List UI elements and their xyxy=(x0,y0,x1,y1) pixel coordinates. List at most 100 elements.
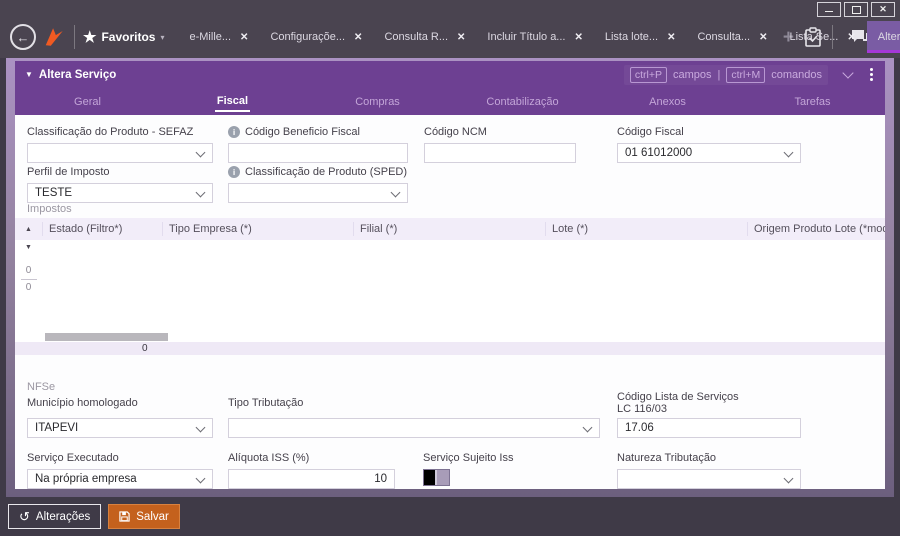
tab-close-icon[interactable]: ✕ xyxy=(574,31,583,43)
perfil-imposto-select[interactable]: TESTE xyxy=(27,183,213,203)
collapse-caret-icon[interactable]: ▼ xyxy=(25,70,33,79)
chevron-down-icon xyxy=(195,422,206,433)
divider xyxy=(20,279,37,280)
back-arrow-icon: ← xyxy=(16,29,30,45)
classificacao-sefaz-select[interactable] xyxy=(27,143,213,163)
grid-body: ▼ 0 0 xyxy=(15,240,885,342)
favorites-label: Favoritos xyxy=(101,30,156,44)
info-icon[interactable]: i xyxy=(228,125,240,138)
chevron-down-icon xyxy=(783,147,794,158)
codigo-beneficio-input[interactable] xyxy=(228,143,408,163)
field-label-line1: Código Lista de Serviços xyxy=(617,391,739,403)
impostos-section-label: Impostos xyxy=(27,203,72,215)
field-label: Código Fiscal xyxy=(617,125,684,138)
horizontal-scrollbar-thumb[interactable] xyxy=(45,333,168,341)
tab-incluir-titulo[interactable]: Incluir Título a... ✕ xyxy=(487,31,583,43)
aliquota-iss-input[interactable]: 10 xyxy=(228,469,395,489)
tab-lista-se[interactable]: Lista Se... ✕ xyxy=(789,31,856,43)
codigo-fiscal-select[interactable]: 01 61012000 xyxy=(617,143,801,163)
close-button[interactable]: ✕ xyxy=(871,2,895,17)
tab-tarefas[interactable]: Tarefas xyxy=(794,95,831,108)
tab-close-icon[interactable]: ✕ xyxy=(847,31,856,43)
tab-configuracoes[interactable]: Configuraçõe... ✕ xyxy=(270,31,363,43)
chevron-down-icon xyxy=(195,187,206,198)
chevron-down-icon[interactable] xyxy=(842,66,854,79)
form-tabs: Geral Fiscal Compras Contabilização Anex… xyxy=(15,88,885,115)
natureza-tributacao-select[interactable] xyxy=(617,469,801,489)
tab-close-icon[interactable]: ✕ xyxy=(457,31,466,43)
panel-menu-button[interactable] xyxy=(868,66,875,83)
municipio-homologado-select[interactable]: ITAPEVI xyxy=(27,418,213,438)
window-titlebar: ✕ xyxy=(0,0,900,17)
form-body: Classificação do Produto - SEFAZ i Código… xyxy=(15,115,885,489)
field-label: Código Beneficio Fiscal xyxy=(245,125,360,138)
tab-consulta-r[interactable]: Consulta R... ✕ xyxy=(384,31,466,43)
page-title: Altera Serviço xyxy=(38,68,117,81)
back-button[interactable]: ← xyxy=(10,24,36,50)
tab-anexos[interactable]: Anexos xyxy=(649,95,686,108)
tab-consulta[interactable]: Consulta... ✕ xyxy=(697,31,768,43)
shortcut-hints: ctrl+P campos | ctrl+M comandos xyxy=(623,64,828,85)
tab-close-icon[interactable]: ✕ xyxy=(354,31,363,43)
tasks-clipboard-icon[interactable] xyxy=(804,27,822,47)
grid-header-row: ▲ Estado (Filtro*) Tipo Empresa (*) Fili… xyxy=(15,218,885,240)
tab-compras[interactable]: Compras xyxy=(355,95,400,108)
minimize-button[interactable] xyxy=(817,2,841,17)
maximize-icon xyxy=(851,5,861,14)
tab-lista-lote[interactable]: Lista lote... ✕ xyxy=(604,31,676,43)
servico-executado-select[interactable]: Na própria empresa xyxy=(27,469,213,489)
tab-e-millennium[interactable]: e-Mille... ✕ xyxy=(189,31,249,43)
minimize-icon xyxy=(825,11,833,12)
field-label: Serviço Sujeito Iss xyxy=(423,451,514,464)
salvar-button[interactable]: Salvar xyxy=(108,504,180,529)
field-label: Classificação do Produto - SEFAZ xyxy=(27,125,194,138)
chevron-down-icon xyxy=(783,473,794,484)
codigo-lista-servicos-input[interactable]: 17.06 xyxy=(617,418,801,438)
content-frame: ▼ Altera Serviço ctrl+P campos | ctrl+M … xyxy=(6,58,894,497)
nfse-section-label: NFSe xyxy=(27,381,56,393)
column-header-origem[interactable]: Origem Produto Lote (*modif) xyxy=(747,222,885,236)
field-label: Tipo Tributação xyxy=(228,396,304,409)
sort-up-icon[interactable]: ▲ xyxy=(25,225,32,233)
field-label: Perfil de Imposto xyxy=(27,165,110,178)
shortcut-label-comandos[interactable]: comandos xyxy=(771,68,822,81)
tab-geral[interactable]: Geral xyxy=(74,95,101,108)
divider xyxy=(832,25,833,49)
tab-close-icon[interactable]: ✕ xyxy=(759,31,768,43)
open-tabs: e-Mille... ✕ Configuraçõe... ✕ Consulta R.… xyxy=(178,21,900,53)
maximize-button[interactable] xyxy=(844,2,868,17)
alteracoes-button[interactable]: ↺ Alterações xyxy=(8,504,102,529)
tab-fiscal-active[interactable]: Fiscal xyxy=(160,88,305,115)
tab-altera-servico-active[interactable]: Altera S...✕ xyxy=(866,21,900,53)
keycap-ctrl-m: ctrl+M xyxy=(726,66,766,83)
save-floppy-icon xyxy=(119,511,130,522)
column-header-tipo-empresa[interactable]: Tipo Empresa (*) xyxy=(162,222,353,236)
chevron-down-icon xyxy=(195,473,206,484)
sort-down-icon[interactable]: ▼ xyxy=(25,244,32,251)
field-label: Código NCM xyxy=(424,125,487,138)
new-tab-button[interactable]: + xyxy=(782,26,794,48)
servico-sujeito-iss-toggle[interactable] xyxy=(423,469,450,486)
column-header-filial[interactable]: Filial (*) xyxy=(353,222,545,236)
tipo-tributacao-select[interactable] xyxy=(228,418,600,438)
favorites-menu[interactable]: ★ Favoritos ▾ xyxy=(83,30,164,45)
field-label: Classificação de Produto (SPED) xyxy=(245,165,408,178)
chevron-down-icon xyxy=(582,422,593,433)
shortcut-label-campos[interactable]: campos xyxy=(672,68,712,81)
panel-header: ▼ Altera Serviço ctrl+P campos | ctrl+M … xyxy=(15,61,885,88)
toggle-knob xyxy=(424,470,437,485)
altera-servico-panel: ▼ Altera Serviço ctrl+P campos | ctrl+M … xyxy=(15,61,885,489)
tab-close-icon[interactable]: ✕ xyxy=(667,31,676,43)
grid-gutter: ▼ 0 0 xyxy=(15,240,42,293)
column-header-estado[interactable]: Estado (Filtro*) xyxy=(42,222,162,236)
app-tabstrip: ← ★ Favoritos ▾ e-Mille... ✕ Configuraçõe… xyxy=(0,16,900,58)
field-label: Natureza Tributação xyxy=(617,451,717,464)
classificacao-sped-select[interactable] xyxy=(228,183,408,203)
app-logo-icon[interactable] xyxy=(42,26,66,48)
info-icon[interactable]: i xyxy=(228,165,240,178)
column-header-lote[interactable]: Lote (*) xyxy=(545,222,747,236)
tab-close-icon[interactable]: ✕ xyxy=(240,31,249,43)
codigo-ncm-input[interactable] xyxy=(424,143,576,163)
history-icon: ↺ xyxy=(19,509,30,524)
tab-contabilizacao[interactable]: Contabilização xyxy=(486,95,559,108)
